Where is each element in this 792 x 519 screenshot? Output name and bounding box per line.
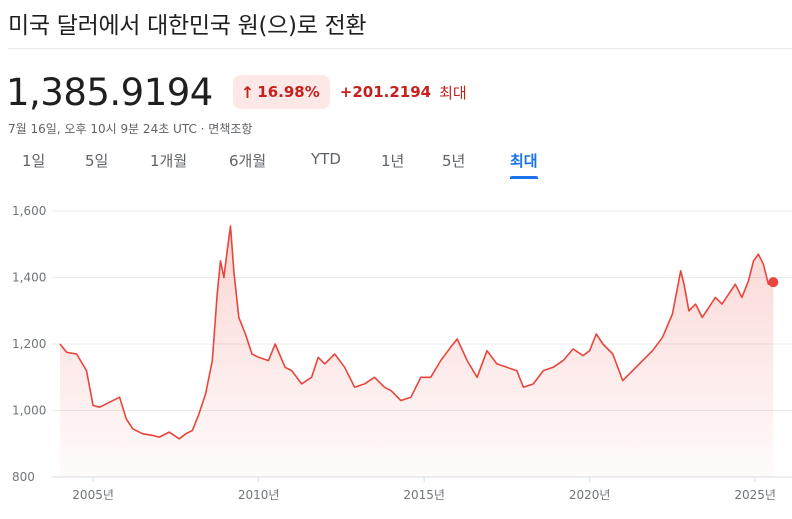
tab-1d[interactable]: 1일 [22, 152, 46, 170]
tab-5d[interactable]: 5일 [85, 152, 109, 170]
y-axis-ticks: 800 1,000 1,200 1,400 1,600 [12, 204, 46, 484]
change-value: +201.2194 [339, 83, 432, 101]
y-tick-label: 1,200 [12, 337, 46, 351]
tab-5y[interactable]: 5년 [442, 152, 466, 170]
tab-6m[interactable]: 6개월 [229, 152, 267, 170]
current-price: 1,385.9194 [6, 70, 213, 114]
quote-row: 1,385.9194 ↑ 16.98% +201.2194 최대 [6, 70, 467, 114]
area-fill [60, 226, 774, 477]
tab-ytd[interactable]: YTD [311, 150, 341, 168]
x-tick-label: 2025년 [734, 488, 776, 502]
y-tick-label: 1,400 [12, 271, 46, 285]
x-tick-label: 2010년 [238, 488, 280, 502]
tab-1m[interactable]: 1개월 [150, 152, 188, 170]
arrow-up-icon: ↑ [240, 82, 255, 102]
change-percent-badge: ↑ 16.98% [232, 75, 330, 109]
tab-max[interactable]: 최대 [510, 148, 538, 179]
series-line [59, 225, 774, 440]
change-percent: 16.98% [257, 83, 320, 101]
current-value-dot [768, 277, 779, 288]
y-tick-label: 1,600 [12, 204, 46, 218]
y-tick-label: 800 [12, 470, 35, 484]
divider [8, 48, 792, 49]
x-tick-label: 2005년 [72, 488, 114, 502]
timestamp-disclaimer[interactable]: 7월 16일, 오후 10시 9분 24초 UTC · 면책조항 [8, 122, 253, 136]
page-title: 미국 달러에서 대한민국 원(으)로 전환 [8, 13, 367, 39]
x-tick-label: 2015년 [403, 488, 445, 502]
x-axis-ticks: 2005년 2010년 2015년 2020년 2025년 [72, 477, 776, 502]
y-tick-label: 1,000 [12, 404, 46, 418]
tab-1y[interactable]: 1년 [381, 152, 405, 170]
change-period: 최대 [439, 83, 467, 102]
x-tick-label: 2020년 [569, 488, 611, 502]
